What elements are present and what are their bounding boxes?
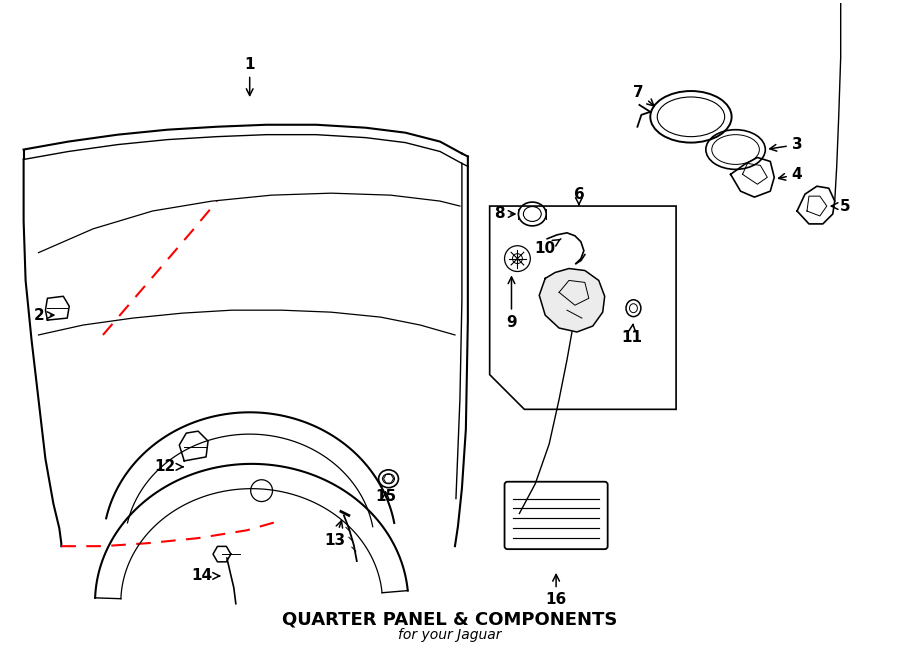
Text: 3: 3 <box>770 137 803 152</box>
Text: 15: 15 <box>375 489 396 504</box>
Polygon shape <box>539 268 605 332</box>
Text: 16: 16 <box>545 574 567 607</box>
Text: 6: 6 <box>573 186 584 205</box>
Text: 14: 14 <box>192 568 220 584</box>
Text: 11: 11 <box>621 325 642 346</box>
Text: 12: 12 <box>155 459 183 475</box>
Text: 5: 5 <box>832 198 850 214</box>
Text: 7: 7 <box>633 85 654 106</box>
Text: 8: 8 <box>494 206 515 221</box>
Text: 2: 2 <box>34 307 54 323</box>
Text: 10: 10 <box>535 239 561 256</box>
Text: for your Jaguar: for your Jaguar <box>398 629 502 642</box>
Text: QUARTER PANEL & COMPONENTS: QUARTER PANEL & COMPONENTS <box>283 611 617 629</box>
Text: 1: 1 <box>245 57 255 95</box>
Text: 4: 4 <box>778 167 803 182</box>
Text: 13: 13 <box>324 521 346 548</box>
Text: 9: 9 <box>506 277 517 330</box>
